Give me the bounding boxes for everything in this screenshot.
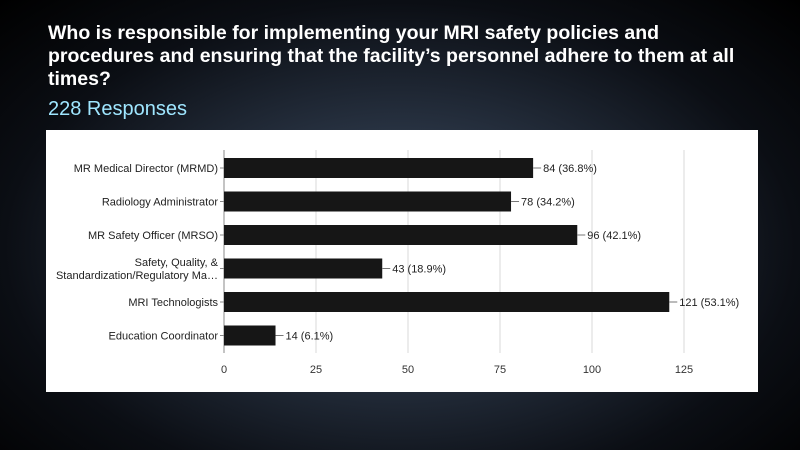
category-label: Radiology Administrator <box>102 197 219 209</box>
response-count: 228 Responses <box>48 98 187 120</box>
x-tick-label: 75 <box>494 364 506 376</box>
x-tick-label: 125 <box>675 364 693 376</box>
x-tick-label: 100 <box>583 364 601 376</box>
x-tick-label: 50 <box>402 364 414 376</box>
question-title: Who is responsible for implementing your… <box>48 22 735 90</box>
bar-1 <box>224 191 512 212</box>
category-label: Education Coordinator <box>109 331 219 343</box>
category-label: MRI Technologists <box>128 297 218 309</box>
bar-3 <box>224 258 383 279</box>
category-label: MR Safety Officer (MRSO) <box>88 230 218 242</box>
data-label: 96 (42.1%) <box>587 230 641 242</box>
x-tick-label: 25 <box>310 364 322 376</box>
data-label: 78 (34.2%) <box>521 197 575 209</box>
category-label: MR Medical Director (MRMD) <box>74 163 218 175</box>
bar-5 <box>224 325 276 346</box>
x-tick-label: 0 <box>221 364 227 376</box>
bar-0 <box>224 158 534 178</box>
data-label: 14 (6.1%) <box>286 331 334 343</box>
data-label: 84 (36.8%) <box>543 163 597 175</box>
data-label: 121 (53.1%) <box>679 297 739 309</box>
bar-2 <box>224 225 578 245</box>
data-label: 43 (18.9%) <box>392 264 446 276</box>
bar-chart: 0 25 50 75 100 125 MR Medical Director (MRMD) 8… <box>56 150 739 376</box>
category-label: Safety, Quality, & Standardization/Regula… <box>56 257 219 282</box>
bar-4 <box>224 292 670 312</box>
bar-chart-panel: 0 25 50 75 100 125 MR Medical Director (MRMD) 8… <box>46 130 758 392</box>
